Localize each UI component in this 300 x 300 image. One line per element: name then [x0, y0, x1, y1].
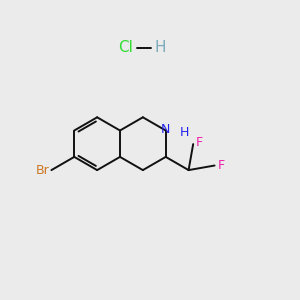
Text: F: F	[218, 159, 225, 172]
Text: H: H	[180, 126, 190, 140]
Text: H: H	[155, 40, 166, 56]
Text: N: N	[161, 122, 170, 136]
Text: Cl: Cl	[118, 40, 134, 56]
Text: Br: Br	[36, 164, 50, 177]
Text: F: F	[196, 136, 203, 149]
